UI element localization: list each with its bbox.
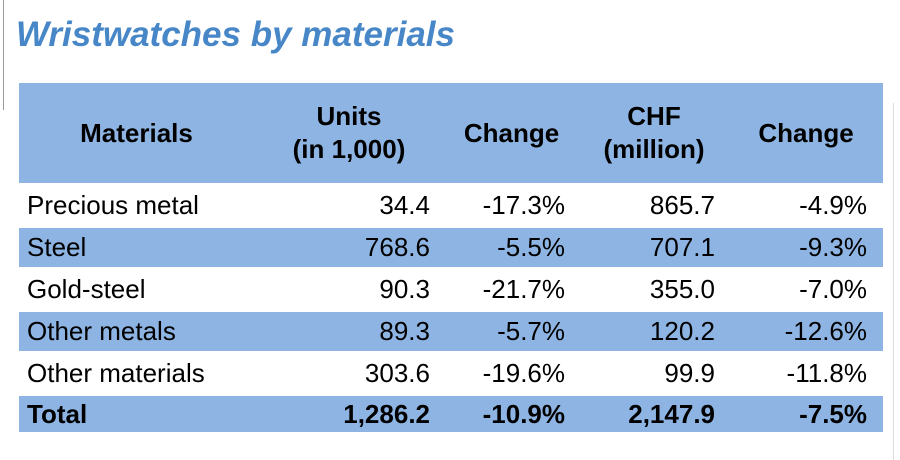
page-border-artifact-right [893,103,894,460]
units-value: 90.3 [379,274,430,304]
chf-value: 865.7 [649,190,715,220]
units-change: -10.9% [482,398,565,429]
chf-value: 99.9 [664,358,715,388]
chf-change: -7.0% [799,274,867,304]
chf-value: 120.2 [649,316,715,346]
header-materials-label: Materials [80,117,193,148]
header-chf-line1: CHF [627,101,681,131]
chf-change: -4.9% [799,190,867,220]
header-units-change-label: Change [463,117,560,148]
page-border-artifact-left [3,0,4,110]
header-units-change: Change [444,117,579,150]
table-row-other-materials: Other materials 303.6 -19.6% 99.9 -11.8% [19,354,883,393]
header-units-line2: (in 1,000) [292,134,406,164]
table-row-gold-steel: Gold-steel 90.3 -21.7% 355.0 -7.0% [19,270,883,309]
material-label: Steel [27,232,87,262]
material-label: Other metals [27,316,176,346]
table-row-other-metals: Other metals 89.3 -5.7% 120.2 -12.6% [19,312,883,351]
chf-value: 355.0 [649,274,715,304]
header-chf-line2: (million) [603,134,705,164]
header-units-line1: Units [316,101,382,131]
chf-value: 2,147.9 [628,398,715,429]
table-row-precious-metal: Precious metal 34.4 -17.3% 865.7 -4.9% [19,186,883,225]
material-label: Gold-steel [27,274,146,304]
units-change: -21.7% [482,274,565,304]
chf-change: -7.5% [799,398,867,429]
table-row-steel: Steel 768.6 -5.5% 707.1 -9.3% [19,228,883,267]
chf-change: -11.8% [786,358,867,388]
units-change: -17.3% [482,190,565,220]
material-label: Other materials [27,358,205,388]
units-change: -5.5% [497,232,565,262]
table-row-total: Total 1,286.2 -10.9% 2,147.9 -7.5% [19,396,883,432]
header-materials: Materials [19,117,254,150]
chf-change: -9.3% [799,232,867,262]
units-value: 768.6 [364,232,430,262]
units-value: 1,286.2 [343,398,430,429]
units-change: -5.7% [497,316,565,346]
units-value: 303.6 [364,358,430,388]
chf-change: -12.6% [784,316,867,346]
page-title: Wristwatches by materials [16,15,455,54]
header-units: Units (in 1,000) [254,100,444,166]
material-label: Precious metal [27,190,199,220]
units-value: 89.3 [379,316,430,346]
units-value: 34.4 [379,190,430,220]
header-chf: CHF (million) [579,100,729,166]
header-chf-change: Change [729,117,883,150]
materials-table: Materials Units (in 1,000) Change CHF (m… [19,83,883,432]
header-chf-change-label: Change [758,117,854,148]
units-change: -19.6% [482,358,565,388]
chf-value: 707.1 [649,232,715,262]
table-header-row: Materials Units (in 1,000) Change CHF (m… [19,83,883,183]
material-label: Total [27,398,88,429]
